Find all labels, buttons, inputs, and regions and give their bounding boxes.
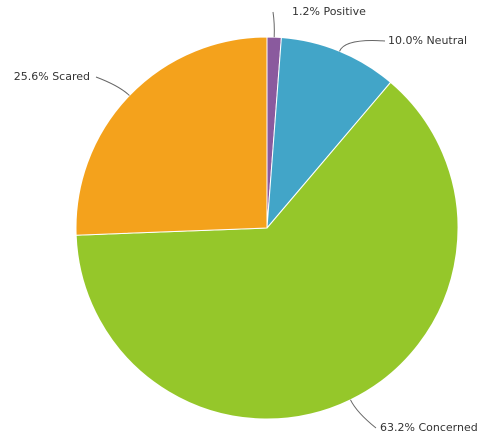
slice-value: 25.6% <box>14 70 49 83</box>
pie-slice <box>75 81 459 420</box>
slice-label: 1.2% Positive <box>292 5 366 18</box>
leader-line <box>350 399 377 429</box>
slice-value: 10.0% <box>388 34 423 47</box>
pie-slice <box>266 37 392 230</box>
slice-value: 1.2% <box>292 5 320 18</box>
slice-name: Scared <box>52 70 90 83</box>
slice-label: 63.2% Concerned <box>380 421 478 434</box>
slice-label: 25.6% Scared <box>14 70 90 83</box>
slice-name: Positive <box>323 5 366 18</box>
pie-slice <box>75 36 268 236</box>
slice-name: Concerned <box>418 421 477 434</box>
slice-name: Neutral <box>426 34 467 47</box>
leader-line <box>95 76 130 96</box>
leader-line <box>272 11 275 38</box>
slice-value: 63.2% <box>380 421 415 434</box>
slice-label: 10.0% Neutral <box>388 34 467 47</box>
leader-line <box>339 40 386 52</box>
